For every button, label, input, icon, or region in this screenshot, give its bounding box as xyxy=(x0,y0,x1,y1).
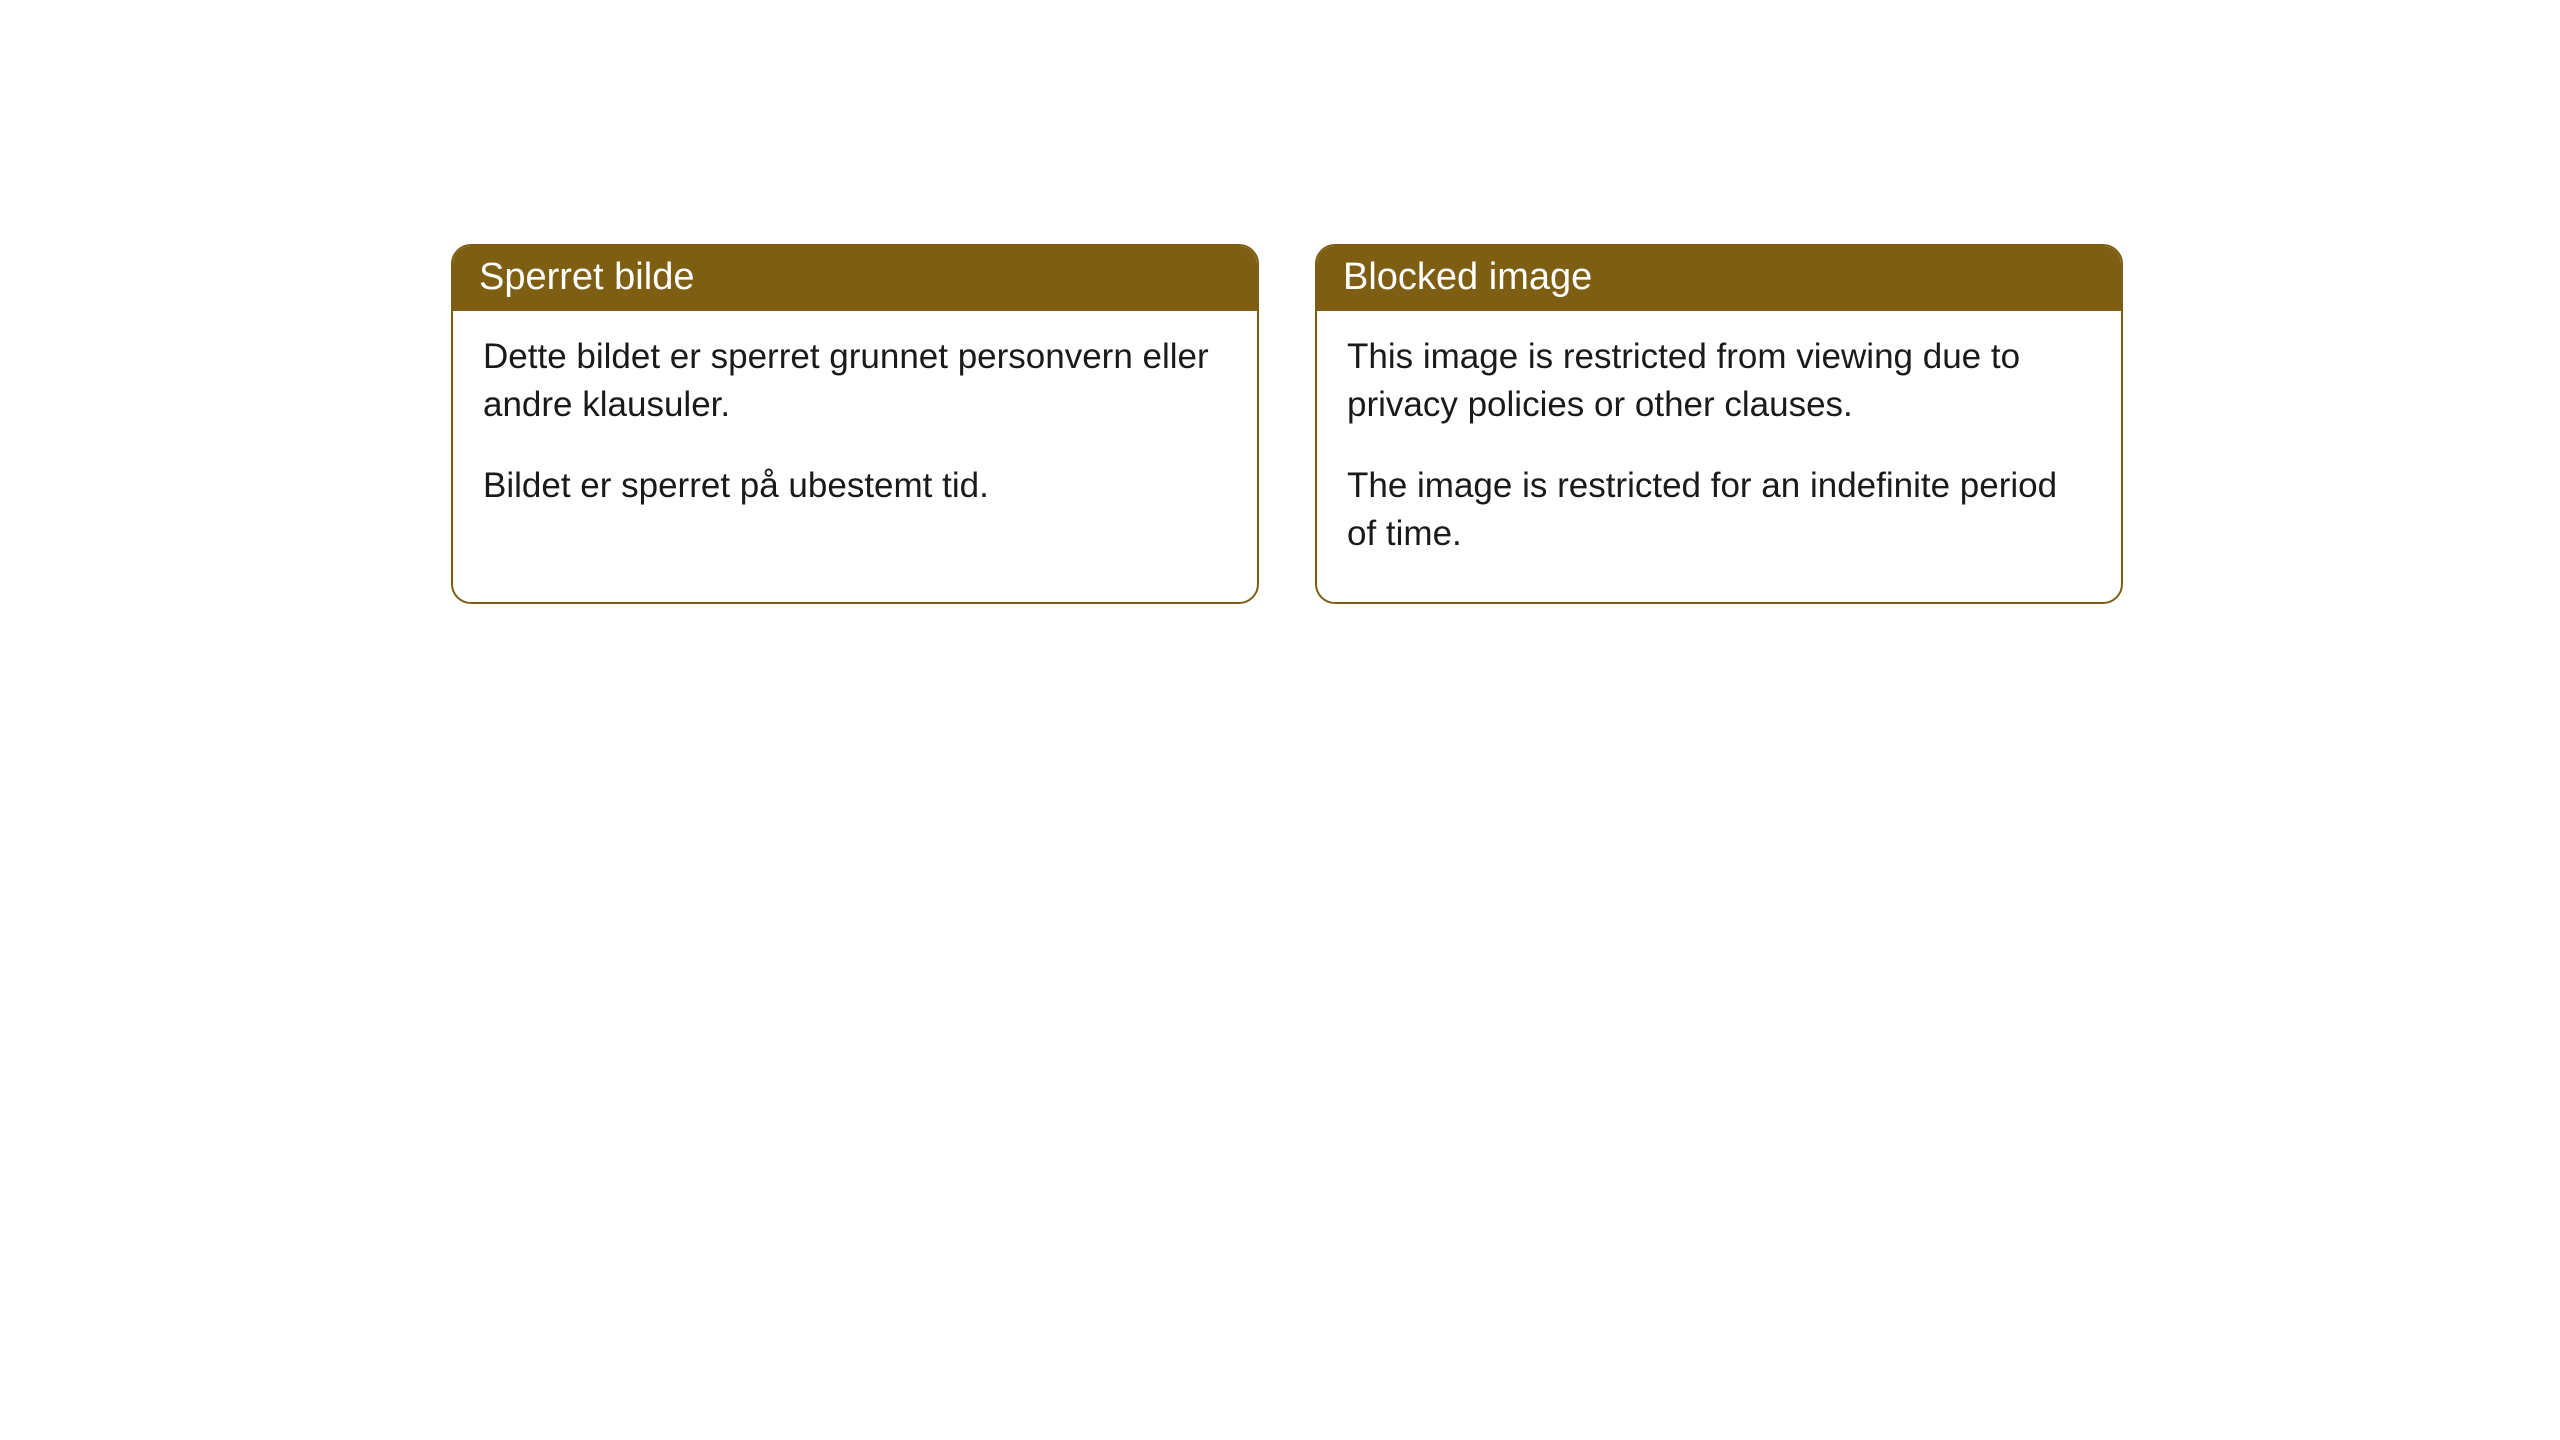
card-paragraph: Dette bildet er sperret grunnet personve… xyxy=(483,333,1227,430)
card-english: Blocked image This image is restricted f… xyxy=(1315,244,2123,604)
card-paragraph: The image is restricted for an indefinit… xyxy=(1347,462,2091,559)
card-body-english: This image is restricted from viewing du… xyxy=(1317,311,2121,602)
card-body-norwegian: Dette bildet er sperret grunnet personve… xyxy=(453,311,1257,554)
card-header-english: Blocked image xyxy=(1317,246,2121,311)
card-paragraph: Bildet er sperret på ubestemt tid. xyxy=(483,462,1227,510)
card-header-norwegian: Sperret bilde xyxy=(453,246,1257,311)
card-paragraph: This image is restricted from viewing du… xyxy=(1347,333,2091,430)
cards-container: Sperret bilde Dette bildet er sperret gr… xyxy=(451,244,2123,604)
card-norwegian: Sperret bilde Dette bildet er sperret gr… xyxy=(451,244,1259,604)
